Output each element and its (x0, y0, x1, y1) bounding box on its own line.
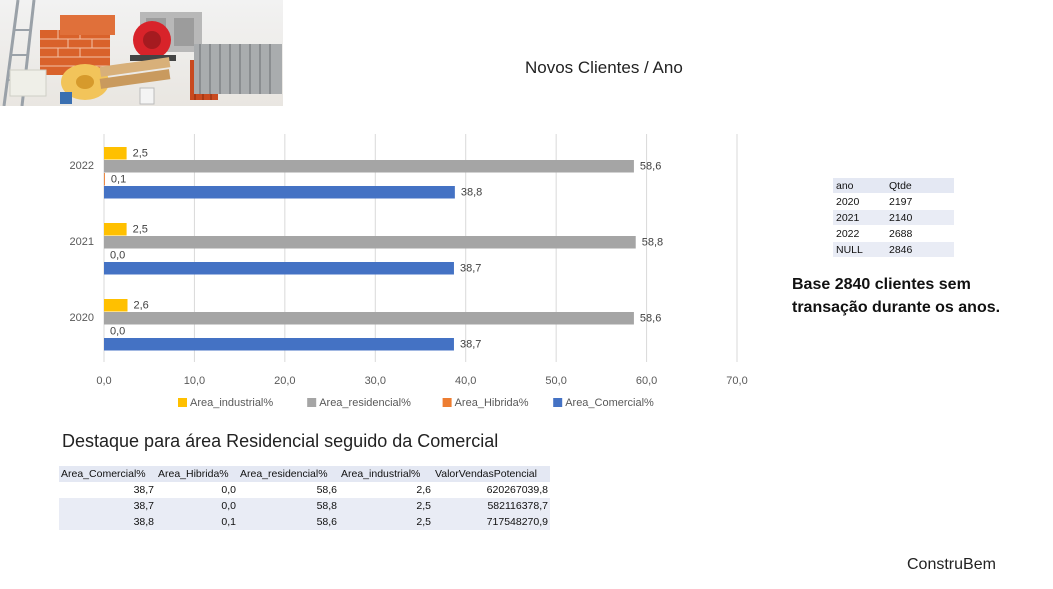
table-row: 38,7 0,0 58,8 2,5 582116378,7 (59, 498, 550, 514)
bar (104, 236, 636, 249)
bar-chart: 0,0 10,0 20,0 30,0 40,0 50,0 60,0 70,0 2,5 58,6 0,… (70, 134, 748, 409)
data-label: 2,5 (133, 224, 148, 236)
y-tick-label: 2021 (70, 236, 94, 248)
table-row: 2021 2140 (833, 209, 954, 226)
construction-materials-image (0, 0, 283, 106)
x-tick-label: 60,0 (636, 375, 657, 387)
data-label: 38,7 (460, 339, 481, 351)
header-area-industrial: Area_industrial% (339, 466, 433, 482)
table-header-row: ano Qtde (833, 178, 954, 194)
data-label: 2,5 (133, 148, 148, 160)
legend-label: Area_residencial% (319, 397, 411, 409)
table-cell: 38,7 (59, 482, 156, 498)
table-cell: 2140 (886, 209, 954, 226)
data-label: 38,7 (460, 263, 481, 275)
data-label: 38,8 (461, 187, 482, 199)
area-share-table: Area_Comercial% Area_Hibrida% Area_resid… (59, 466, 550, 530)
table-cell: 58,6 (238, 482, 339, 498)
table-cell: 2,6 (339, 482, 433, 498)
x-tick-label: 10,0 (184, 375, 205, 387)
table-row: 2022 2688 (833, 225, 954, 242)
data-label: 58,6 (640, 161, 661, 173)
table-cell: 2197 (886, 193, 954, 210)
legend-label: Area_Comercial% (565, 397, 654, 409)
data-label: 0,1 (111, 174, 126, 186)
bar (104, 147, 127, 160)
data-label: 0,0 (110, 326, 125, 338)
legend-swatch (307, 398, 317, 407)
table-cell: 582116378,7 (433, 498, 550, 514)
header-ano: ano (833, 178, 886, 194)
table-cell: 2,5 (339, 514, 433, 530)
table-cell: 2022 (833, 225, 886, 242)
note-text: Destaque para área Residencial seguido d… (62, 431, 499, 451)
header-area-residencial: Area_residencial% (238, 466, 339, 482)
data-label: 2,6 (134, 300, 149, 312)
legend-swatch (553, 398, 563, 407)
table-cell: 620267039,8 (433, 482, 550, 498)
bar (104, 312, 634, 325)
table-cell: 38,8 (59, 514, 156, 530)
brand-name: ConstruBem (907, 556, 996, 573)
x-tick-label: 40,0 (455, 375, 476, 387)
x-tick-label: 20,0 (274, 375, 295, 387)
table-cell: 2020 (833, 193, 886, 210)
legend-label: Area_Hibrida% (455, 397, 529, 409)
table-cell: 38,7 (59, 498, 156, 514)
data-label: 0,0 (110, 250, 125, 262)
bar (104, 299, 128, 312)
table-cell: 0,1 (156, 514, 238, 530)
legend-swatch (178, 398, 187, 407)
table-header-row: Area_Comercial% Area_Hibrida% Area_resid… (59, 466, 550, 482)
header-qtde: Qtde (886, 178, 954, 194)
bar (104, 186, 455, 199)
bar (104, 223, 127, 236)
bar (104, 160, 634, 173)
x-tick-label: 0,0 (96, 375, 111, 387)
legend-label: Area_industrial% (190, 397, 273, 409)
x-tick-label: 50,0 (545, 375, 566, 387)
data-label: 58,8 (642, 237, 663, 249)
table-cell: 58,8 (238, 498, 339, 514)
highlight-line-1: Base 2840 clientes sem (792, 276, 971, 293)
header-area-comercial: Area_Comercial% (59, 466, 156, 482)
x-tick-label: 30,0 (365, 375, 386, 387)
table-row: NULL 2846 (833, 241, 954, 258)
clients-per-year-table: ano Qtde 2020 2197 2021 2140 2022 2688 N… (833, 178, 954, 258)
y-tick-label: 2022 (70, 160, 94, 172)
highlight-line-2: transação durante os anos. (792, 299, 1001, 316)
construction-materials-icon (2, 0, 282, 106)
table-row: 2020 2197 (833, 193, 954, 210)
bar (104, 262, 454, 275)
table-cell: 2021 (833, 209, 886, 226)
table-cell: 58,6 (238, 514, 339, 530)
page-title: Novos Clientes / Ano (525, 58, 683, 77)
header-area-hibrida: Area_Hibrida% (156, 466, 238, 482)
header-valor-vendas: ValorVendasPotencial (433, 466, 550, 482)
table-cell: 717548270,9 (433, 514, 550, 530)
highlight-text: Base 2840 clientes sem transação durante… (792, 273, 1032, 319)
table-cell: 2,5 (339, 498, 433, 514)
table-cell: 2846 (886, 241, 954, 258)
x-tick-label: 70,0 (726, 375, 747, 387)
y-tick-label: 2020 (70, 312, 94, 324)
table-cell: NULL (833, 241, 886, 258)
bar (104, 338, 454, 351)
table-row: 38,8 0,1 58,6 2,5 717548270,9 (59, 514, 550, 530)
legend-swatch (442, 398, 452, 407)
table-cell: 0,0 (156, 482, 238, 498)
table-cell: 2688 (886, 225, 954, 242)
table-row: 38,7 0,0 58,6 2,6 620267039,8 (59, 482, 550, 498)
data-label: 58,6 (640, 313, 661, 325)
table-cell: 0,0 (156, 498, 238, 514)
bar (104, 173, 105, 186)
